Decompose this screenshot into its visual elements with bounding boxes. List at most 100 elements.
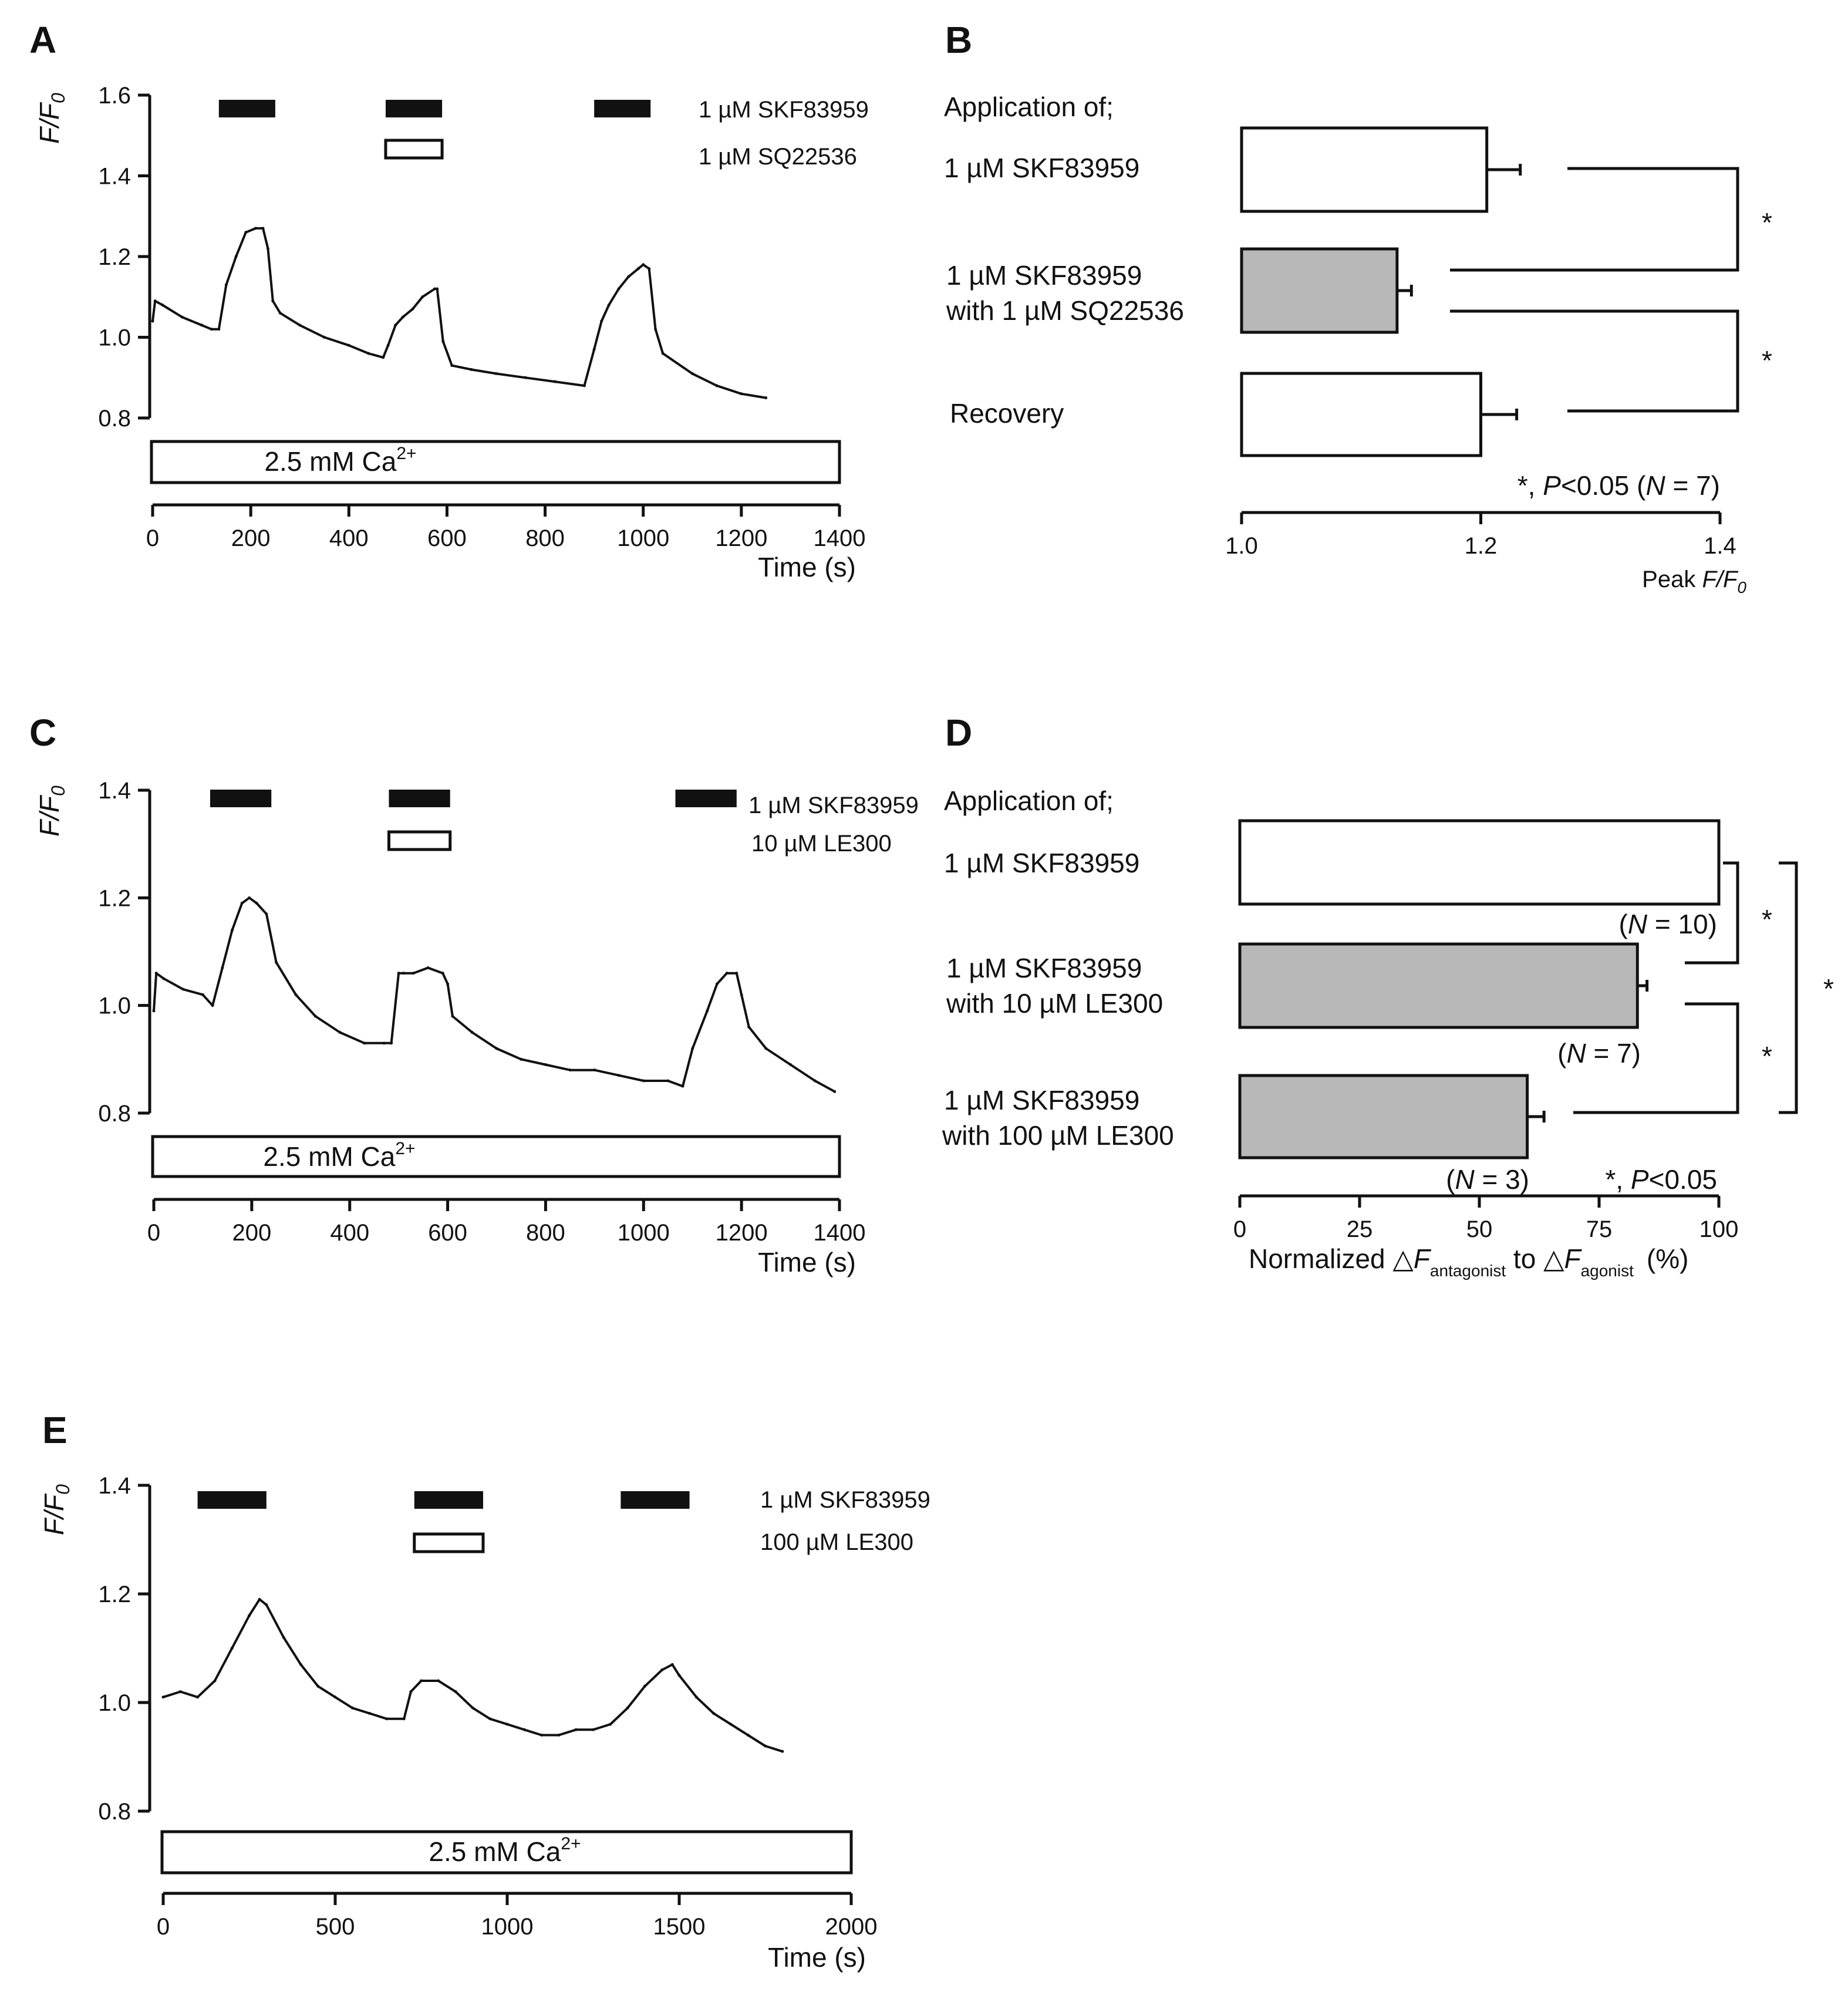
panel-c-trace-point bbox=[255, 902, 258, 905]
panel-a-trace-point bbox=[433, 287, 437, 291]
panel-c-x-tick-label: 1200 bbox=[716, 1220, 768, 1246]
panel-e-trace-point bbox=[316, 1684, 320, 1688]
panel-a-y-tick-label: 1.0 bbox=[98, 325, 131, 351]
panel-c-trace-point bbox=[397, 972, 400, 975]
panel-e-trace-point bbox=[694, 1695, 698, 1699]
panel-b-row1-label: 1 µM SKF83959 bbox=[944, 153, 1139, 183]
panel-a-xlabel: Time (s) bbox=[758, 552, 856, 582]
panel-c-trace-point bbox=[593, 1068, 596, 1072]
panel-c-trace-point bbox=[363, 1041, 366, 1045]
panel-e-trace-point bbox=[781, 1749, 784, 1753]
panel-d-stat-note: *, P<0.05 bbox=[1605, 1164, 1717, 1195]
panel-e-trace-point bbox=[643, 1684, 646, 1688]
panel-c-y-tick-label: 0.8 bbox=[98, 1101, 131, 1127]
panel-b-bar bbox=[1240, 126, 1489, 213]
panel-c-trace-point bbox=[706, 1009, 709, 1013]
panel-e-trace-point bbox=[409, 1690, 413, 1693]
panel-c-y-tick-label: 1.4 bbox=[98, 778, 131, 804]
panel-e-drug2-label: 100 µM LE300 bbox=[760, 1529, 913, 1555]
panel-a-trace-point bbox=[617, 287, 621, 291]
panel-e-trace-point bbox=[574, 1728, 578, 1731]
panel-a-trace-point bbox=[450, 364, 454, 368]
panel-c-trace-point bbox=[747, 1025, 751, 1029]
panel-e-x-tick-label: 500 bbox=[316, 1914, 355, 1940]
panel-c-drug1-bar bbox=[675, 790, 737, 807]
panel-c-trace-point bbox=[221, 966, 224, 969]
panel-c-ylabel: F/F0 bbox=[34, 786, 69, 837]
panel-c-drug1-label: 1 µM SKF83959 bbox=[748, 793, 919, 818]
panel-c-trace-point bbox=[152, 1009, 156, 1013]
panel-d-plot: 0 25 50 75 100 bbox=[1233, 819, 1798, 1242]
panel-d-row3-label-line2: with 100 µM LE300 bbox=[942, 1120, 1174, 1151]
panel-a-label: A bbox=[29, 19, 56, 61]
panel-b-bar bbox=[1240, 247, 1399, 334]
panel-e-y-tick-label: 1.2 bbox=[98, 1582, 131, 1607]
panel-d: D Application of; 1 µM SKF83959 1 µM SKF… bbox=[942, 712, 1834, 1280]
panel-a-x-tick-label: 800 bbox=[525, 525, 565, 551]
panel-e-label: E bbox=[42, 1409, 68, 1451]
panel-c-xlabel: Time (s) bbox=[758, 1247, 856, 1277]
panel-e-trace-point bbox=[522, 1728, 526, 1731]
panel-e-x-tick-label: 0 bbox=[157, 1914, 170, 1940]
panel-e-plot: 0.8 1.0 1.2 1.4 0 500 1000 1500 2000 bbox=[98, 1473, 877, 1940]
panel-a-trace-point bbox=[298, 323, 302, 327]
panel-e-drug1-bar bbox=[414, 1491, 483, 1509]
panel-d-x-tick-label: 0 bbox=[1233, 1216, 1246, 1242]
panel-e-trace-point bbox=[626, 1706, 629, 1710]
panel-e-y-tick-label: 1.0 bbox=[98, 1690, 131, 1716]
panel-c-trace-point bbox=[201, 993, 204, 996]
panel-e-x-tick-label: 2000 bbox=[825, 1914, 878, 1940]
panel-e-trace-point bbox=[764, 1744, 767, 1748]
panel-e-trace-point bbox=[402, 1717, 406, 1721]
panel-d-n-label-1: (N = 10) bbox=[1619, 909, 1717, 939]
panel-e-trace-point bbox=[350, 1706, 354, 1710]
panel-c-trace-point bbox=[470, 1031, 474, 1034]
panel-e-trace-point bbox=[488, 1717, 492, 1721]
panel-c-trace-point bbox=[833, 1090, 837, 1093]
panel-a-trace-point bbox=[153, 299, 157, 303]
panel-a-trace-point bbox=[234, 255, 238, 258]
panel-d-row2-label-line2: with 10 µM LE300 bbox=[946, 988, 1163, 1019]
panel-a-trace-point bbox=[411, 307, 414, 311]
panel-a-trace-point bbox=[592, 348, 596, 351]
panel-a-y-tick-label: 1.2 bbox=[98, 244, 131, 270]
panel-e-trace-point bbox=[420, 1679, 423, 1683]
panel-a-trace-point bbox=[323, 336, 326, 339]
panel-c-trace-point bbox=[715, 982, 719, 986]
panel-a-trace-point bbox=[421, 295, 424, 299]
panel-c-trace-point bbox=[451, 1014, 454, 1018]
panel-e-trace-point bbox=[196, 1695, 200, 1699]
panel-c-x-tick-label: 400 bbox=[330, 1220, 369, 1246]
panel-c-y-tick-label: 1.0 bbox=[98, 993, 131, 1019]
panel-a-drug1-label: 1 µM SKF83959 bbox=[699, 97, 869, 123]
panel-a-trace-point bbox=[607, 304, 611, 306]
panel-a-trace-point bbox=[764, 396, 768, 400]
panel-e-trace-point bbox=[265, 1603, 268, 1606]
panel-e-trace-point bbox=[471, 1706, 474, 1710]
panel-e-trace-point bbox=[333, 1695, 337, 1699]
panel-a-x-tick-label: 200 bbox=[231, 525, 271, 551]
panel-b-row3-label: Recovery bbox=[950, 398, 1064, 429]
panel-c-trace-point bbox=[740, 993, 743, 996]
panel-a-drug1-bar bbox=[218, 100, 275, 117]
panel-c-trace-point bbox=[248, 896, 251, 899]
panel-d-sig-star-1: * bbox=[1762, 904, 1772, 935]
panel-d-sig-star-2: * bbox=[1762, 1041, 1772, 1071]
panel-b-sig-star-1: * bbox=[1762, 207, 1772, 238]
panel-b: B Application of; 1 µM SKF83959 1 µM SKF… bbox=[944, 19, 1772, 596]
panel-c-trace-point bbox=[294, 993, 298, 996]
panel-b-row2-label-line1: 1 µM SKF83959 bbox=[946, 260, 1142, 291]
panel-a-trace-point bbox=[244, 231, 248, 234]
panel-c-drug2-bar bbox=[387, 830, 452, 851]
panel-b-heading: Application of; bbox=[944, 92, 1114, 122]
panel-a-trace-point bbox=[210, 328, 213, 331]
panel-a-x-tick-label: 1400 bbox=[814, 525, 866, 551]
panel-a-trace-point bbox=[582, 384, 586, 387]
panel-a-drug2-bar bbox=[384, 139, 444, 160]
panel-a-trace-point bbox=[151, 319, 154, 323]
panel-b-sig-bracket-1 bbox=[1450, 167, 1739, 272]
panel-a-drug1-bar bbox=[594, 100, 651, 117]
panel-e-trace-point bbox=[609, 1722, 612, 1726]
panel-e-trace-point bbox=[299, 1663, 302, 1666]
panel-c-trace-point bbox=[275, 960, 278, 964]
